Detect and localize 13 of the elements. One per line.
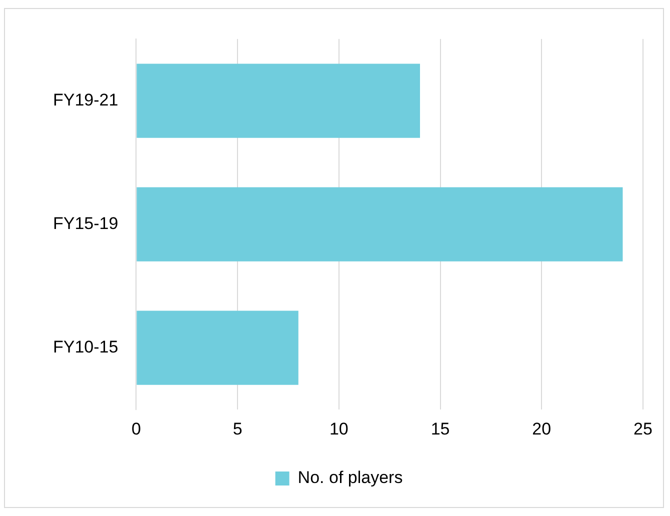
x-tick-label: 15 [430, 419, 450, 438]
y-tick-label: FY19-21 [53, 90, 118, 110]
x-tick-label: 0 [131, 419, 141, 438]
bar [136, 187, 623, 262]
x-tick-label: 5 [232, 419, 242, 438]
x-tick-label: 25 [634, 419, 652, 438]
x-tick-label: 20 [532, 419, 552, 438]
y-tick-label: FY15-19 [53, 214, 118, 233]
legend-label: No. of players [298, 468, 403, 488]
bar [136, 64, 420, 138]
x-tick-label: 10 [329, 419, 348, 438]
y-tick-label: FY10-15 [53, 338, 118, 357]
bar [136, 310, 298, 385]
